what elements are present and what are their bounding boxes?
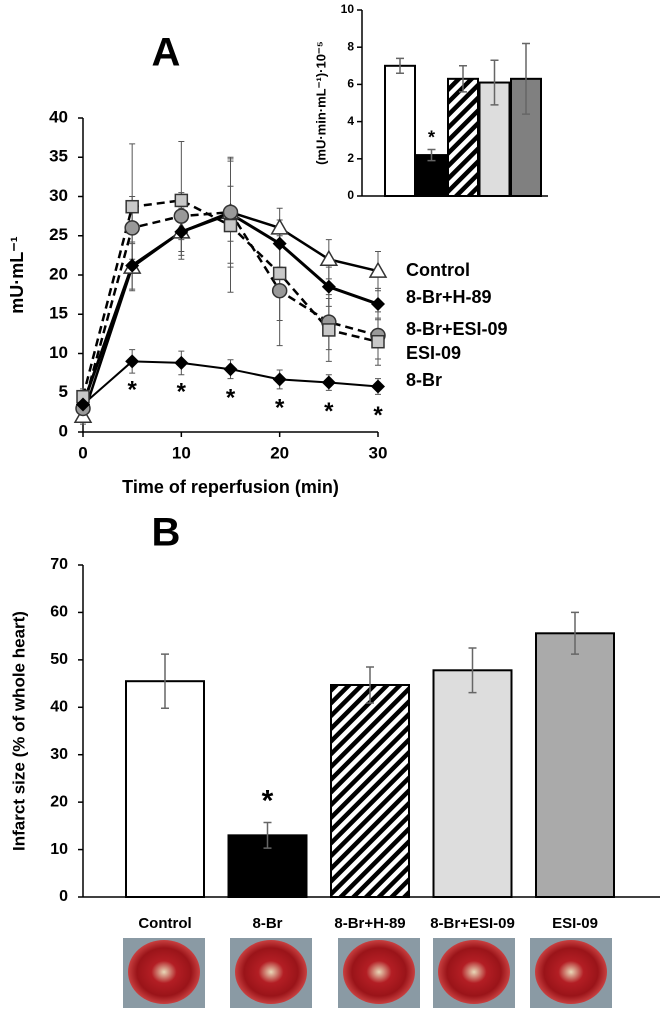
bar <box>125 680 205 899</box>
marker <box>125 199 139 214</box>
marker <box>271 282 288 299</box>
x-category-label: ESI-09 <box>552 915 598 932</box>
y-axis-label: (mU·min·mL⁻¹)·10⁻⁵ <box>313 41 328 165</box>
marker <box>76 397 90 412</box>
error-bar <box>161 653 169 709</box>
marker <box>174 193 189 208</box>
marker <box>321 375 336 390</box>
error-bar <box>396 57 404 74</box>
error-bar <box>490 59 499 106</box>
y-tick-label: 20 <box>50 793 68 810</box>
marker <box>322 323 336 337</box>
y-tick-label: 8 <box>347 39 354 53</box>
legend-label: Control <box>406 260 470 280</box>
marker <box>222 204 239 220</box>
y-tick-label: 35 <box>49 147 68 166</box>
marker <box>321 279 336 294</box>
significance-mark: * <box>226 385 236 412</box>
marker <box>174 355 189 370</box>
y-axis-label: Infarct size (% of whole heart) <box>9 611 28 851</box>
bar <box>384 64 416 197</box>
bar <box>535 632 615 898</box>
panel-label: B <box>152 511 181 555</box>
y-tick-label: 30 <box>50 746 68 763</box>
bar <box>447 77 479 197</box>
marker <box>371 297 385 312</box>
y-tick-label: 2 <box>347 151 354 165</box>
error-bar <box>459 65 467 93</box>
marker <box>270 218 289 235</box>
y-tick-label: 40 <box>49 107 68 126</box>
significance-mark: * <box>262 784 274 817</box>
y-tick-label: 4 <box>347 114 354 128</box>
error-bar <box>468 647 477 694</box>
x-tick-label: 0 <box>78 443 87 462</box>
significance-mark: * <box>373 402 383 429</box>
significance-mark: * <box>127 377 137 404</box>
marker <box>272 372 287 387</box>
error-bar <box>427 148 436 162</box>
error-bar <box>522 42 530 115</box>
y-tick-label: 70 <box>50 556 68 573</box>
y-tick-label: 30 <box>49 186 68 205</box>
y-tick-label: 6 <box>347 77 354 91</box>
x-tick-label: 30 <box>369 443 388 462</box>
marker <box>223 218 238 233</box>
legend-label: 8-Br+H-89 <box>406 287 492 307</box>
marker <box>125 354 140 369</box>
error-bar <box>263 821 272 849</box>
marker <box>371 379 385 394</box>
x-category-label: 8-Br <box>252 915 282 932</box>
x-category-label: 8-Br+ESI-09 <box>430 915 515 932</box>
x-axis-label: Time of reperfusion (min) <box>122 477 339 497</box>
y-tick-label: 15 <box>49 304 68 323</box>
y-tick-label: 25 <box>49 225 68 244</box>
heart-photos <box>123 938 612 1008</box>
significance-mark: * <box>324 398 334 425</box>
y-tick-label: 10 <box>49 343 68 362</box>
marker <box>124 220 140 236</box>
significance-mark: * <box>428 127 435 147</box>
y-tick-label: 60 <box>50 604 68 621</box>
y-tick-label: 10 <box>341 2 355 16</box>
marker <box>272 236 287 251</box>
significance-mark: * <box>275 395 285 422</box>
y-tick-label: 10 <box>50 841 68 858</box>
marker <box>173 208 190 224</box>
bar <box>330 683 410 898</box>
significance-mark: * <box>177 378 187 405</box>
y-tick-label: 0 <box>59 888 68 905</box>
panel-label: A <box>152 31 181 75</box>
x-category-label: Control <box>138 915 191 932</box>
y-tick-label: 20 <box>49 264 68 283</box>
y-tick-label: 5 <box>59 382 68 401</box>
x-category-label: 8-Br+H-89 <box>334 915 405 932</box>
marker <box>272 266 287 281</box>
y-tick-label: 40 <box>50 699 68 716</box>
marker <box>371 334 385 349</box>
legend-label: 8-Br <box>406 370 442 390</box>
error-bar <box>366 666 374 704</box>
y-axis-label: mU·mL⁻¹ <box>7 236 27 314</box>
x-tick-label: 10 <box>172 443 191 462</box>
marker <box>223 362 238 377</box>
y-tick-label: 0 <box>59 421 68 440</box>
marker <box>125 258 140 273</box>
marker <box>319 249 339 267</box>
legend-label: 8-Br+ESI-09 <box>406 319 508 339</box>
marker <box>368 261 388 278</box>
bar <box>432 669 513 899</box>
legend-label: ESI-09 <box>406 343 461 363</box>
marker <box>174 224 189 239</box>
error-bar <box>571 611 579 655</box>
y-tick-label: 50 <box>50 651 68 668</box>
x-tick-label: 20 <box>270 443 289 462</box>
y-tick-label: 0 <box>347 188 354 202</box>
bar <box>415 154 448 197</box>
